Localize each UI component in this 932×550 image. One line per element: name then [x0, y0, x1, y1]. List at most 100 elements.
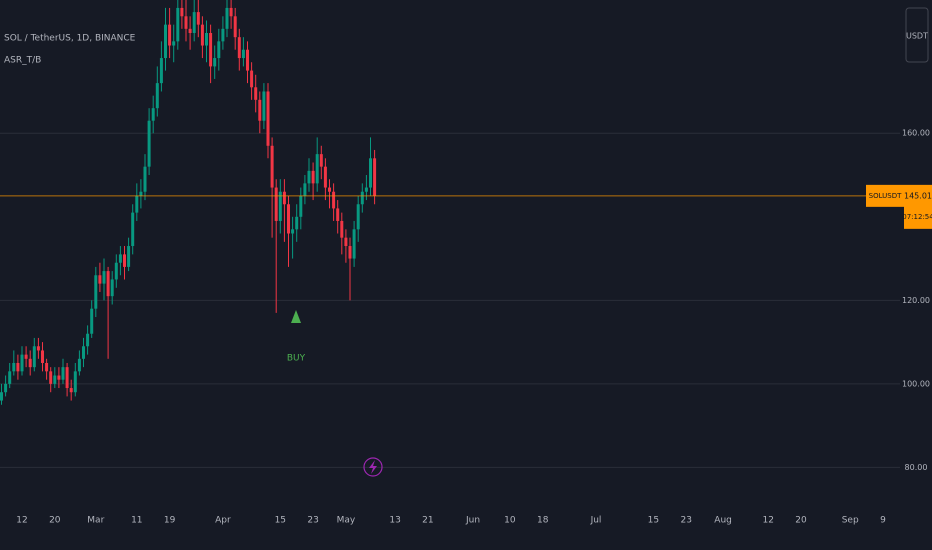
- candle-body: [77, 358, 81, 372]
- candle-body: [250, 70, 254, 88]
- candle-body: [0, 392, 3, 401]
- candle-body: [176, 7, 180, 42]
- candle-body: [106, 271, 110, 297]
- candle-body: [213, 58, 217, 67]
- candles: [0, 0, 377, 405]
- x-tick-label: 12: [16, 516, 27, 526]
- candle-body: [139, 191, 143, 196]
- candle-body: [180, 7, 184, 17]
- candle-body: [192, 12, 196, 33]
- candle-body: [102, 271, 106, 284]
- buy-marker: [291, 310, 301, 323]
- candle-body: [299, 195, 303, 217]
- currency-box[interactable]: [905, 7, 929, 63]
- x-tick-label: 21: [422, 516, 433, 526]
- x-tick-label: 23: [680, 516, 691, 526]
- grid: 80.00 100.00 120.00 160.00 12 20 Mar 11 19 Apr 15 2…: [0, 129, 930, 526]
- candle-body: [53, 375, 57, 384]
- candle-body: [151, 108, 155, 121]
- candle-body: [237, 37, 241, 59]
- candle-body: [82, 346, 85, 359]
- chart-title: SOL / TetherUS, 1D, BINANCE: [4, 34, 136, 44]
- candle-body: [315, 154, 319, 184]
- candle-body: [352, 229, 356, 259]
- candle-body: [295, 216, 299, 230]
- symbol-tag: [866, 184, 904, 207]
- candle-body: [209, 32, 213, 67]
- candle-body: [123, 254, 126, 267]
- candle-body: [184, 16, 188, 29]
- y-tick-label: 160.00: [902, 129, 930, 138]
- event-icon[interactable]: [363, 457, 383, 477]
- x-tick-label: 9: [880, 516, 886, 526]
- candle-body: [57, 375, 61, 380]
- candle-body: [332, 191, 336, 209]
- candle-body: [168, 24, 172, 46]
- candle-body: [73, 371, 77, 393]
- candle-body: [266, 91, 270, 146]
- candle-body: [164, 24, 167, 59]
- x-tick-label: 20: [49, 516, 61, 526]
- candle-body: [127, 246, 131, 267]
- candle-body: [135, 195, 139, 213]
- candle-body: [233, 16, 237, 38]
- candle-body: [16, 362, 20, 372]
- candle-body: [373, 158, 377, 196]
- candle-body: [262, 91, 266, 121]
- candle-body: [278, 191, 282, 221]
- candle-body: [348, 246, 352, 259]
- candle-body: [118, 254, 122, 263]
- candle-body: [98, 275, 102, 284]
- candle-body: [36, 346, 40, 351]
- x-tick-label: 19: [164, 516, 176, 526]
- candle-body: [323, 166, 327, 188]
- candle-body: [307, 170, 311, 184]
- candle-body: [69, 388, 73, 393]
- candle-body: [241, 49, 245, 59]
- candle-body: [274, 187, 278, 221]
- candle-body: [282, 191, 286, 205]
- candle-body: [32, 346, 36, 368]
- symbol-label: SOLUSDT: [869, 192, 902, 200]
- candle-body: [86, 333, 90, 347]
- x-tick-label: 10: [504, 516, 516, 526]
- candle-body: [65, 367, 69, 389]
- x-tick-label: Sep: [842, 516, 859, 526]
- candle-body: [328, 187, 331, 192]
- candle-body: [303, 183, 307, 196]
- overlay: SOLUSDT 145.01 07:12:54 BUY: [0, 184, 932, 364]
- x-tick-label: 13: [389, 516, 400, 526]
- candle-body: [172, 41, 176, 46]
- candle-body: [20, 354, 24, 372]
- candle-body: [287, 204, 290, 234]
- candle-body: [49, 371, 53, 384]
- candle-body: [221, 28, 225, 42]
- candle-body: [254, 87, 258, 100]
- candle-body: [24, 354, 28, 359]
- x-tick-label: 20: [795, 516, 807, 526]
- candle-body: [205, 32, 208, 46]
- candle-body: [28, 358, 32, 368]
- currency: USDT: [906, 32, 928, 41]
- candle-body: [217, 41, 221, 59]
- candle-body: [4, 383, 8, 393]
- price-label: 145.01: [904, 191, 932, 200]
- candle-body: [270, 145, 274, 188]
- x-tick-label: Jun: [465, 516, 480, 526]
- candle-body: [12, 362, 16, 372]
- candle-body: [196, 12, 200, 25]
- candle-body: [344, 237, 348, 247]
- candle-body: [356, 204, 360, 230]
- candle-body: [188, 28, 192, 33]
- indicator-name: ASR_T/B: [4, 56, 41, 66]
- x-tick-label: 12: [762, 516, 773, 526]
- candle-body: [41, 350, 44, 363]
- candle-body: [114, 262, 118, 280]
- x-tick-label: 15: [648, 516, 659, 526]
- candle-body: [131, 212, 135, 247]
- candle-body: [143, 166, 147, 192]
- y-tick-label: 120.00: [902, 296, 930, 305]
- x-tick-label: 18: [537, 516, 549, 526]
